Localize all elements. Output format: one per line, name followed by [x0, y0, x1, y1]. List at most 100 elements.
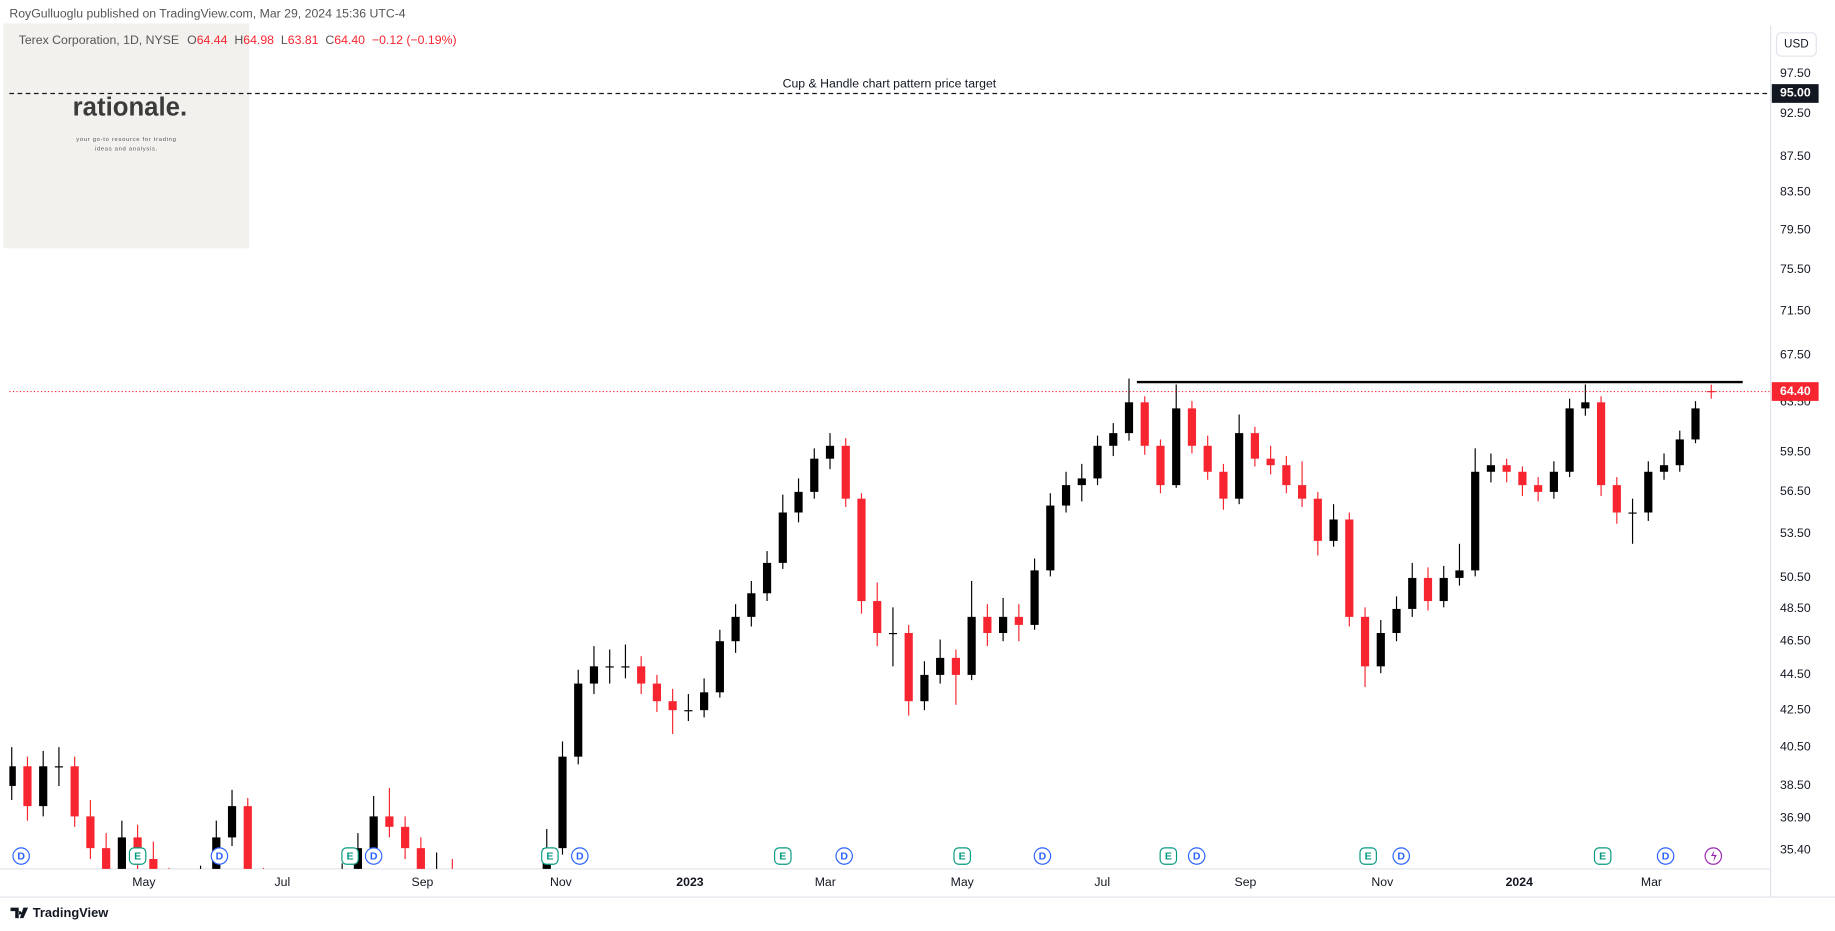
candle-body	[762, 562, 772, 594]
candle-body	[1659, 465, 1669, 472]
dividend-marker	[12, 847, 30, 865]
x-tick-label: May	[132, 875, 156, 889]
target-annotation: Cup & Handle chart pattern price target	[783, 76, 997, 90]
candle-body	[1266, 458, 1275, 466]
legend-value: 64.98	[243, 33, 274, 47]
earnings-marker	[128, 847, 147, 865]
candle-body	[1109, 433, 1118, 446]
event-label: E	[1365, 850, 1372, 862]
legend-key: L	[281, 33, 288, 47]
currency-button[interactable]	[1775, 32, 1817, 57]
watermark-tagline: ideas and analysis.	[95, 146, 158, 152]
candle-body	[1612, 485, 1621, 513]
candle-body	[511, 916, 519, 928]
y-tick-label: 38.50	[1780, 778, 1811, 792]
y-tick-label: 36.90	[1780, 811, 1811, 825]
candle-body	[967, 616, 976, 675]
event-label: D	[1397, 850, 1405, 862]
candle-body	[1376, 633, 1385, 667]
dividend-marker	[210, 847, 229, 865]
candle-body	[1675, 439, 1684, 466]
candle-body	[621, 666, 630, 668]
candle-body	[1282, 465, 1291, 486]
earnings-marker	[953, 847, 971, 865]
x-tick-label: Sep	[1235, 875, 1257, 889]
candle-body	[181, 904, 189, 905]
candle-body	[527, 893, 535, 916]
candle-body	[936, 657, 945, 675]
y-tick-label: 87.50	[1780, 149, 1811, 163]
candle-body	[1014, 616, 1023, 625]
candle-body	[117, 837, 126, 869]
candle-body	[448, 870, 456, 904]
x-tick-label: 2023	[676, 875, 703, 889]
candle-body	[70, 766, 79, 817]
y-tick-label: 71.50	[1780, 304, 1811, 318]
y-tick-label: 83.50	[1780, 185, 1811, 199]
event-label: E	[779, 850, 786, 862]
currency-label[interactable]: USD	[1784, 38, 1809, 51]
earnings-marker	[774, 847, 792, 865]
y-tick-label: 40.50	[1780, 739, 1811, 753]
candle-body	[1329, 519, 1338, 541]
candle-body	[652, 683, 662, 702]
candle-body	[1046, 505, 1055, 571]
candle-body	[1313, 498, 1322, 541]
candle-body	[1250, 433, 1259, 459]
candle-body	[275, 904, 283, 928]
y-tick-label: 56.50	[1780, 484, 1811, 498]
event-label: E	[959, 850, 966, 862]
candle-body	[416, 848, 425, 869]
candle-body	[920, 674, 929, 702]
candle-body	[322, 904, 330, 916]
candle-body	[1030, 570, 1039, 625]
candle-body	[873, 601, 882, 634]
candle-body	[857, 498, 866, 602]
candle-body	[54, 766, 64, 768]
x-tick-label: Nov	[550, 875, 573, 889]
dividend-marker	[1033, 847, 1052, 865]
event-label: D	[17, 850, 25, 862]
candle-body	[1581, 402, 1590, 409]
candle-body	[589, 666, 599, 684]
candle-body	[684, 710, 693, 712]
legend-key: H	[234, 33, 243, 47]
candle-body	[1392, 608, 1401, 634]
candle-body	[385, 816, 394, 827]
event-label: D	[1662, 850, 1670, 862]
legend-key: C	[325, 33, 334, 47]
candle-body	[102, 848, 111, 869]
y-tick-label: 42.50	[1780, 702, 1811, 716]
event-label: E	[1165, 850, 1172, 862]
candle-body	[1077, 478, 1086, 486]
event-label: D	[1039, 850, 1047, 862]
event-label: E	[134, 850, 141, 862]
y-tick-label: 75.50	[1780, 262, 1811, 276]
event-label: E	[347, 850, 354, 862]
candle-body	[700, 692, 709, 711]
last-price-box	[1771, 382, 1819, 401]
candle-body	[307, 904, 315, 916]
candle-body	[1219, 471, 1228, 499]
target-price-box	[1771, 84, 1819, 103]
candle-body	[1549, 471, 1558, 492]
y-tick-label: 35.40	[1780, 843, 1811, 857]
candle-body	[433, 870, 441, 881]
candle-body	[165, 881, 173, 904]
candle-body	[1061, 485, 1071, 506]
x-tick-label: 2024	[1506, 875, 1533, 889]
candle-body	[1345, 519, 1354, 617]
y-tick-label: 59.50	[1780, 444, 1811, 458]
candle-body	[401, 826, 410, 849]
event-label: D	[370, 850, 378, 862]
x-tick-label: May	[951, 875, 975, 889]
plot	[9, 378, 1716, 928]
legend-value: 63.81	[288, 33, 319, 47]
candle-body	[747, 593, 756, 617]
candle-body	[1187, 408, 1197, 446]
x-tick-label: Jul	[275, 875, 291, 889]
candle-body	[1408, 577, 1417, 609]
dividend-marker	[364, 847, 383, 865]
candle-body	[1502, 465, 1511, 472]
y-tick-label: 79.50	[1780, 222, 1811, 236]
